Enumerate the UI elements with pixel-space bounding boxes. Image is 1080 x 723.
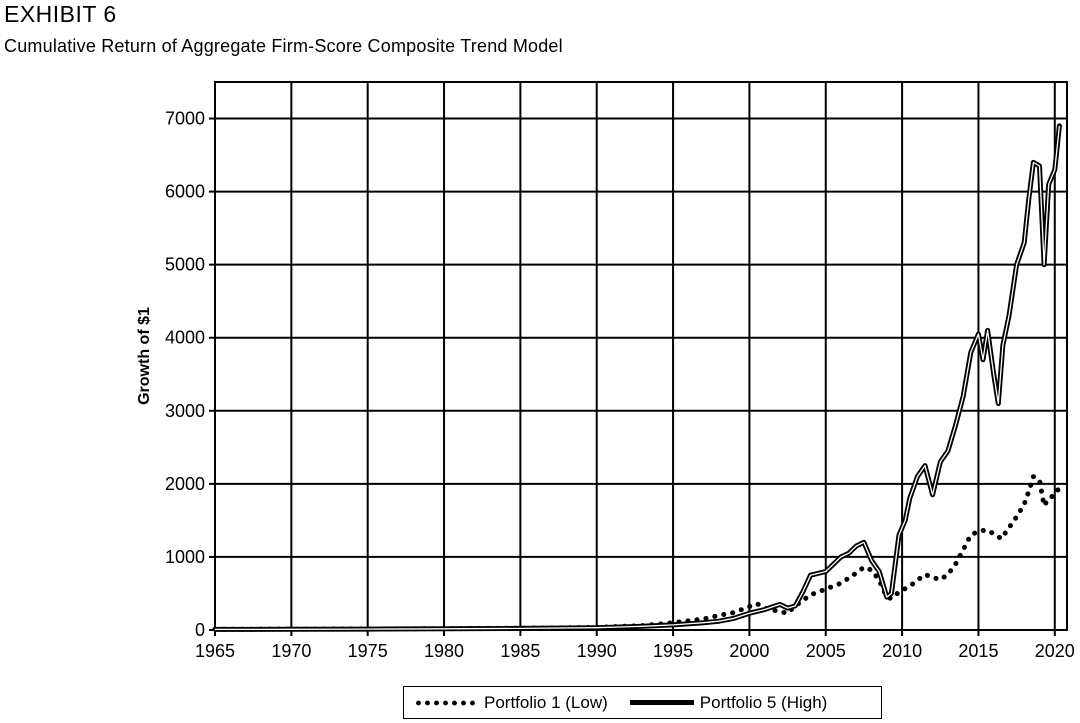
y-tick-label: 7000 bbox=[165, 109, 205, 129]
y-tick-label: 3000 bbox=[165, 401, 205, 421]
grid-lines bbox=[215, 82, 1067, 630]
y-tick-label: 2000 bbox=[165, 474, 205, 494]
x-tick-label: 2005 bbox=[806, 641, 846, 661]
legend: Portfolio 1 (Low) Portfolio 5 (High) bbox=[403, 686, 882, 719]
x-axis-ticks: 1965 1970 1975 1980 1985 1990 1995 2000 2005 2010… bbox=[195, 630, 1075, 661]
series-line-portfolio-5-high-highlight bbox=[214, 125, 1061, 631]
y-tick-label: 5000 bbox=[165, 255, 205, 275]
series-lines bbox=[212, 123, 1062, 632]
x-tick-label: 1965 bbox=[195, 641, 235, 661]
y-tick-label: 1000 bbox=[165, 547, 205, 567]
chart-area: 1965 1970 1975 1980 1985 1990 1995 2000 2005 2010… bbox=[136, 81, 1075, 661]
legend-item-portfolio-1: Portfolio 1 (Low) bbox=[404, 693, 608, 713]
x-tick-label: 1990 bbox=[577, 641, 617, 661]
y-tick-label: 4000 bbox=[165, 328, 205, 348]
dotted-line-swatch-icon bbox=[414, 699, 478, 706]
exhibit-label: EXHIBIT 6 bbox=[4, 1, 117, 27]
x-tick-label: 2015 bbox=[958, 641, 998, 661]
x-tick-label: 2020 bbox=[1035, 641, 1075, 661]
y-axis-ticks: 0 1000 2000 3000 4000 5000 6000 7000 bbox=[165, 109, 215, 640]
x-tick-label: 2000 bbox=[729, 641, 769, 661]
y-tick-label: 6000 bbox=[165, 182, 205, 202]
solid-line-swatch-icon bbox=[629, 700, 694, 705]
plot-frame bbox=[214, 81, 1068, 631]
chart-title: Cumulative Return of Aggregate Firm-Scor… bbox=[4, 36, 563, 56]
x-tick-label: 1985 bbox=[500, 641, 540, 661]
y-axis-label: Growth of $1 bbox=[136, 307, 153, 405]
x-tick-label: 1995 bbox=[653, 641, 693, 661]
x-tick-label: 1980 bbox=[424, 641, 464, 661]
x-tick-label: 2010 bbox=[882, 641, 922, 661]
y-tick-label: 0 bbox=[195, 620, 205, 640]
x-tick-label: 1975 bbox=[348, 641, 388, 661]
legend-item-portfolio-5: Portfolio 5 (High) bbox=[608, 692, 828, 713]
legend-label-portfolio-5: Portfolio 5 (High) bbox=[699, 692, 828, 712]
x-tick-label: 1970 bbox=[271, 641, 311, 661]
legend-label-portfolio-1: Portfolio 1 (Low) bbox=[484, 692, 608, 712]
